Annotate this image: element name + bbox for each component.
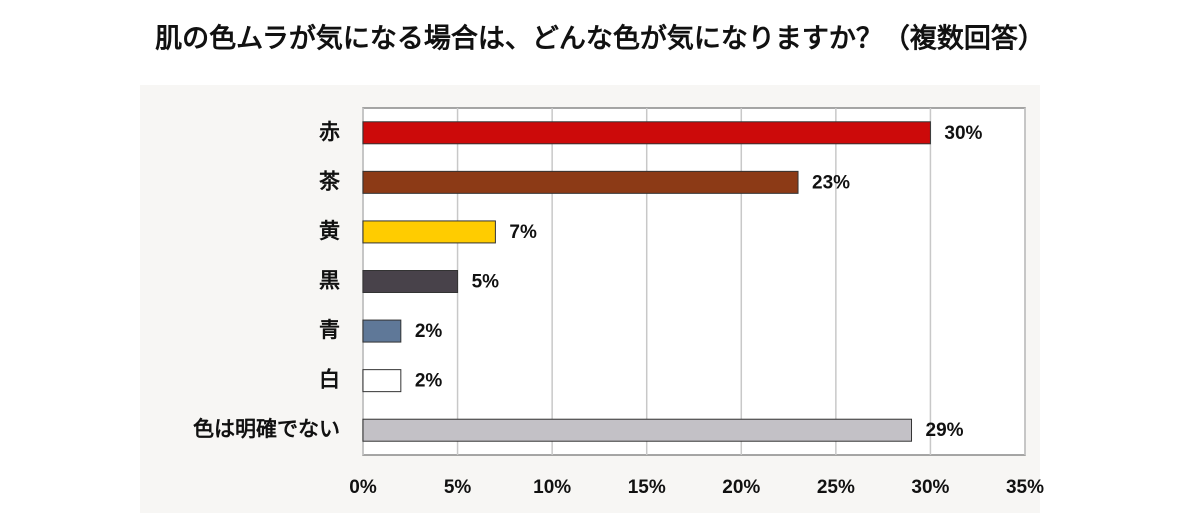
value-label: 7% <box>509 222 537 243</box>
x-tick-label: 25% <box>817 477 855 498</box>
x-tick-label: 35% <box>1006 477 1044 498</box>
value-label: 30% <box>944 123 982 144</box>
y-tick-label: 白 <box>319 368 340 392</box>
y-tick-label: 色は明確でない <box>193 417 340 441</box>
y-tick-label: 黒 <box>319 269 340 293</box>
x-tick-label: 15% <box>628 477 666 498</box>
x-tick-label: 5% <box>444 477 472 498</box>
bar <box>362 220 496 244</box>
y-tick-label: 黄 <box>319 219 340 243</box>
value-label: 29% <box>926 420 964 441</box>
value-label: 2% <box>415 321 443 342</box>
x-tick-label: 20% <box>722 477 760 498</box>
bar <box>362 418 913 442</box>
value-label: 23% <box>812 172 850 193</box>
x-tick-label: 0% <box>349 477 377 498</box>
plot-area <box>362 107 1026 456</box>
x-tick-label: 30% <box>911 477 949 498</box>
x-tick-label: 10% <box>533 477 571 498</box>
y-tick-label: 茶 <box>319 169 341 193</box>
chart-title: 肌の色ムラが気になる場合は、どんな色が気になりますか？（複数回答） <box>155 23 1045 55</box>
value-label: 5% <box>472 272 500 293</box>
bar <box>362 369 402 393</box>
y-tick-label: 青 <box>319 318 340 342</box>
bar <box>362 319 402 343</box>
bar <box>362 121 931 145</box>
bar <box>362 170 799 194</box>
y-tick-label: 赤 <box>319 120 340 144</box>
bar <box>362 270 459 293</box>
value-label: 2% <box>415 371 443 392</box>
